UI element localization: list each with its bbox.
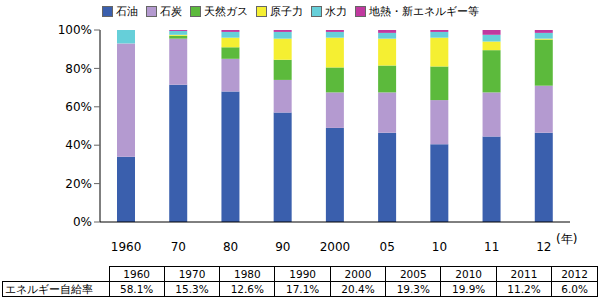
html-text:天然ガス: 天然ガス xyxy=(203,5,248,18)
html-text:石油: 石油 xyxy=(115,5,138,18)
html-text:17.1%: 17.1% xyxy=(286,283,320,295)
svg-text:11: 11 xyxy=(484,240,499,254)
html-text:15.3%: 15.3% xyxy=(175,283,209,295)
html-text:水力: 水力 xyxy=(324,5,347,18)
html-text:11.2%: 11.2% xyxy=(507,283,541,295)
svg-text:12: 12 xyxy=(536,240,551,254)
svg-text:90: 90 xyxy=(275,240,290,254)
html-text:原子力: 原子力 xyxy=(269,5,303,18)
html-text:2010: 2010 xyxy=(455,268,482,280)
html-text:58.1%: 58.1% xyxy=(120,283,154,295)
svg-text:20%: 20% xyxy=(65,177,92,191)
html-text:1980: 1980 xyxy=(234,268,261,280)
html-text:2012: 2012 xyxy=(561,268,588,280)
html-text:12.6%: 12.6% xyxy=(230,283,264,295)
html-text:20.4%: 20.4% xyxy=(341,283,375,295)
svg-text:1960: 1960 xyxy=(111,240,142,254)
html-text:地熱・新エネルギー等: 地熱・新エネルギー等 xyxy=(368,5,479,18)
svg-text:40%: 40% xyxy=(65,138,92,152)
svg-text:80: 80 xyxy=(223,240,238,254)
html-text:エネルギー自給率: エネルギー自給率 xyxy=(5,283,93,295)
html-text:(年): (年) xyxy=(556,232,578,246)
svg-text:60%: 60% xyxy=(65,100,92,114)
html-text:2000: 2000 xyxy=(344,268,372,280)
svg-text:2000: 2000 xyxy=(320,240,351,254)
html-text:石炭: 石炭 xyxy=(159,5,182,18)
html-text:1960: 1960 xyxy=(123,268,150,280)
html-text:19.3%: 19.3% xyxy=(396,283,430,295)
svg-text:80%: 80% xyxy=(65,62,92,76)
html-text:6.0%: 6.0% xyxy=(561,283,588,295)
html-text:1970: 1970 xyxy=(178,268,206,280)
svg-text:100%: 100% xyxy=(58,23,92,37)
svg-text:0%: 0% xyxy=(73,215,92,229)
svg-text:10: 10 xyxy=(432,240,447,254)
html-text:1990: 1990 xyxy=(289,268,316,280)
html-text:19.9%: 19.9% xyxy=(452,283,486,295)
svg-text:05: 05 xyxy=(380,240,395,254)
svg-text:70: 70 xyxy=(171,240,186,254)
html-text:2011: 2011 xyxy=(510,268,538,280)
html-text:2005: 2005 xyxy=(399,268,427,280)
